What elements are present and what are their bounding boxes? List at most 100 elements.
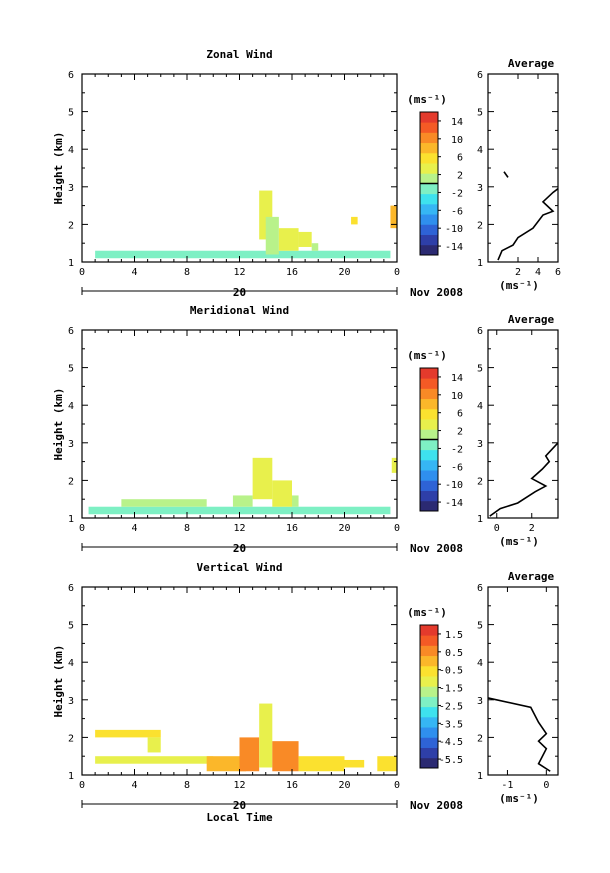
colorbar-swatch-5 xyxy=(420,706,438,718)
date-label: Nov 2008 xyxy=(410,286,463,299)
heatmap-cell-2 xyxy=(147,737,161,753)
y-tick-label: 4 xyxy=(68,145,74,156)
colorbar-swatch-4 xyxy=(420,459,438,471)
y-axis-label: Height (km) xyxy=(52,132,65,205)
x-tick-label: 8 xyxy=(184,267,190,278)
average-title: Average xyxy=(508,57,555,70)
x-tick-label: 0 xyxy=(79,780,85,791)
heatmap-cell-4 xyxy=(298,231,312,247)
colorbar-swatch-1 xyxy=(420,747,438,759)
y-tick-label: 2 xyxy=(68,733,74,744)
colorbar-swatch-1 xyxy=(420,490,438,502)
panel-title: Vertical Wind xyxy=(196,561,282,574)
average-profile-upper-line xyxy=(503,171,509,178)
x-tick-label: 4 xyxy=(131,267,137,278)
y-tick-label: 4 xyxy=(68,401,74,412)
heatmap-cell-0 xyxy=(95,756,214,764)
colorbar-tick-label: 14 xyxy=(451,373,463,384)
average-title: Average xyxy=(508,313,555,326)
heatmap-cell-3 xyxy=(252,457,273,500)
colorbar-swatch-11 xyxy=(420,388,438,400)
colorbar-swatch-4 xyxy=(420,203,438,215)
colorbar-swatch-8 xyxy=(420,163,438,174)
colorbar-swatch-10 xyxy=(420,655,438,667)
colorbar-swatch-8 xyxy=(420,676,438,687)
colorbar-swatch-3 xyxy=(420,727,438,738)
date-tick-label: 20 xyxy=(233,286,246,299)
colorbar-swatch-11 xyxy=(420,645,438,657)
colorbar-tick-label: -2.5 xyxy=(439,701,463,712)
panel-title: Zonal Wind xyxy=(206,48,272,61)
colorbar-tick-label: -6 xyxy=(451,462,463,473)
colorbar-swatch-4 xyxy=(420,716,438,728)
y-tick-label: 6 xyxy=(68,583,74,594)
y-tick-label: 6 xyxy=(68,326,74,337)
average-frame xyxy=(487,329,559,519)
avg-x-tick-label: 0 xyxy=(543,780,549,791)
x-tick-label: 20 xyxy=(338,523,350,534)
avg-x-tick-label: 2 xyxy=(515,267,521,278)
avg-y-tick-label: 1 xyxy=(477,514,483,525)
y-tick-label: 4 xyxy=(68,658,74,669)
colorbar-swatch-1 xyxy=(420,234,438,246)
colorbar-swatch-12 xyxy=(420,635,438,646)
average-x-label: (ms⁻¹) xyxy=(499,279,539,292)
avg-y-tick-label: 1 xyxy=(477,258,483,269)
heatmap-cell-3 xyxy=(278,228,299,251)
avg-y-tick-label: 5 xyxy=(477,108,483,119)
y-tick-label: 1 xyxy=(68,771,74,782)
colorbar-swatch-12 xyxy=(420,122,438,133)
colorbar-label: (ms⁻¹) xyxy=(407,349,447,362)
avg-y-tick-label: 6 xyxy=(477,583,483,594)
average-x-label: (ms⁻¹) xyxy=(499,792,539,805)
heatmap-cell-7 xyxy=(298,756,345,772)
colorbar-swatch-9 xyxy=(420,665,438,677)
average-profile-line xyxy=(487,697,551,772)
y-tick-label: 1 xyxy=(68,258,74,269)
colorbar-tick-label: -14 xyxy=(445,498,463,509)
date-tick-label: 20 xyxy=(233,542,246,555)
colorbar-tick-label: -10 xyxy=(445,224,463,235)
avg-y-tick-label: 4 xyxy=(477,145,483,156)
heatmap-cell-5 xyxy=(259,703,273,768)
colorbar-swatch-6 xyxy=(420,183,438,195)
x-tick-label: 0 xyxy=(394,523,400,534)
colorbar-tick-label: 1.5 xyxy=(445,630,463,641)
avg-y-tick-label: 6 xyxy=(477,326,483,337)
average-profile-line xyxy=(489,442,559,517)
heatmap-cell-0 xyxy=(88,506,391,515)
average-title: Average xyxy=(508,570,555,583)
colorbar-tick-label: -2 xyxy=(451,188,463,199)
avg-y-tick-label: 4 xyxy=(477,658,483,669)
x-tick-label: 0 xyxy=(394,780,400,791)
colorbar-swatch-6 xyxy=(420,439,438,451)
colorbar-swatch-13 xyxy=(420,625,438,636)
colorbar-tick-label: -5.5 xyxy=(439,755,463,766)
y-tick-label: 3 xyxy=(68,696,74,707)
heatmap-cell-2 xyxy=(232,495,253,507)
y-tick-label: 3 xyxy=(68,183,74,194)
x-tick-label: 16 xyxy=(286,780,298,791)
plot-frame xyxy=(81,329,398,519)
colorbar-swatch-0 xyxy=(420,244,438,256)
x-tick-label: 16 xyxy=(286,267,298,278)
avg-y-tick-label: 2 xyxy=(477,733,483,744)
avg-y-tick-label: 3 xyxy=(477,439,483,450)
avg-y-tick-label: 5 xyxy=(477,621,483,632)
colorbar-label: (ms⁻¹) xyxy=(407,606,447,619)
colorbar-swatch-10 xyxy=(420,142,438,154)
avg-y-tick-label: 5 xyxy=(477,364,483,375)
avg-y-tick-label: 3 xyxy=(477,183,483,194)
heatmap-cell-4 xyxy=(239,737,260,772)
colorbar-swatch-9 xyxy=(420,408,438,420)
colorbar-swatch-2 xyxy=(420,480,438,491)
colorbar-tick-label: -10 xyxy=(445,480,463,491)
avg-y-tick-label: 6 xyxy=(477,70,483,81)
heatmap-cell-8 xyxy=(344,759,365,768)
avg-x-tick-label: -1 xyxy=(501,780,513,791)
y-tick-label: 2 xyxy=(68,220,74,231)
x-tick-label: 0 xyxy=(79,267,85,278)
colorbar-tick-label: 2 xyxy=(457,171,463,182)
